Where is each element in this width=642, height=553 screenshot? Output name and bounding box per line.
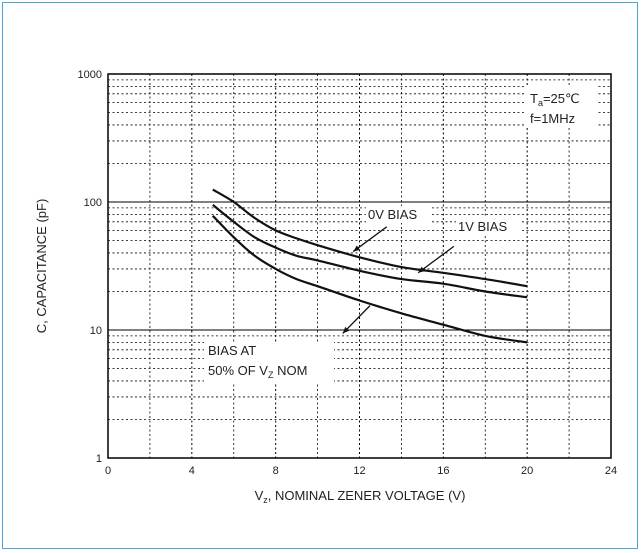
arrow-1v-bias xyxy=(417,245,455,274)
conditions-ta: Ta=25℃ xyxy=(530,91,580,108)
arrow-0v-bias xyxy=(352,226,388,253)
x-tick-labels: 0 4 8 12 16 20 24 xyxy=(105,465,617,477)
annotation-arrows xyxy=(342,226,455,334)
series-line-50pct-bias xyxy=(212,215,528,344)
series-lines xyxy=(212,188,528,344)
x-tick-label: 24 xyxy=(605,465,617,477)
series-line-1v-bias xyxy=(212,204,528,299)
y-tick-label: 1 xyxy=(96,453,102,465)
arrow-1v-bias-head xyxy=(418,266,425,273)
x-tick-label: 8 xyxy=(273,465,279,477)
arrow-50pct-bias xyxy=(342,305,371,334)
label-bg-50 xyxy=(204,342,334,382)
label-0v-bias: 0V BIAS xyxy=(368,207,417,222)
x-axis-label: Vz, NOMINAL ZENER VOLTAGE (V) xyxy=(255,488,466,505)
label-bg-0v xyxy=(366,206,430,223)
arrow-0v-bias-head xyxy=(353,245,360,252)
conditions-freq: f=1MHz xyxy=(530,111,575,126)
label-50-percent: 50% OF VZ NOM xyxy=(208,363,307,380)
conditions-box xyxy=(524,86,598,128)
x-tick-label: 16 xyxy=(437,465,449,477)
x-tick-label: 4 xyxy=(189,465,195,477)
arrow-50pct-bias-head xyxy=(342,326,350,334)
label-1v-bias: 1V BIAS xyxy=(458,219,507,234)
x-tick-label: 0 xyxy=(105,465,111,477)
y-tick-label: 100 xyxy=(84,197,102,209)
y-tick-label: 10 xyxy=(90,325,102,337)
label-bg-1v xyxy=(456,218,520,235)
plot-border xyxy=(107,73,612,459)
x-tick-label: 20 xyxy=(521,465,533,477)
label-bias-at: BIAS AT xyxy=(208,343,256,358)
x-tick-label: 12 xyxy=(353,465,365,477)
y-axis-label: C, CAPACITANCE (pF) xyxy=(34,199,49,334)
series-line-0v-bias xyxy=(212,188,528,288)
y-tick-label: 1000 xyxy=(78,69,102,81)
grid xyxy=(108,74,611,458)
y-tick-labels: 1 10 100 1000 xyxy=(78,69,102,465)
